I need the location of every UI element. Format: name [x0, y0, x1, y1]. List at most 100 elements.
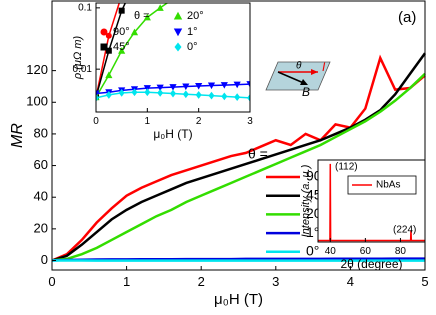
- y-axis-label: ρ (μΩ m): [72, 36, 84, 81]
- x-tick-label: 1: [145, 116, 151, 127]
- peak-label: (224): [393, 225, 416, 236]
- marker: [143, 13, 151, 21]
- series-line: [51, 72, 426, 262]
- legend-box: [347, 175, 417, 195]
- y-tick-label: 80: [34, 125, 48, 140]
- x-tick-label: 80: [395, 246, 407, 257]
- x-tick-label: 0: [93, 116, 99, 127]
- peak-label: (112): [335, 162, 358, 173]
- marker: [96, 90, 100, 98]
- marker: [182, 90, 189, 99]
- marker: [130, 28, 139, 36]
- panel-label: (a): [398, 9, 416, 26]
- y-axis-label: MR: [9, 123, 26, 148]
- legend-label: 1°: [187, 26, 198, 38]
- marker: [170, 89, 176, 98]
- marker: [118, 88, 125, 97]
- marker: [156, 4, 164, 11]
- axes-frame: [95, 2, 251, 113]
- theta-label: θ: [296, 61, 302, 72]
- arrow-head: [300, 79, 308, 85]
- x-tick-label: 3: [272, 274, 279, 289]
- legend-label: 0°: [306, 243, 319, 259]
- marker: [247, 93, 250, 102]
- marker: [233, 81, 241, 89]
- series-line: [51, 257, 425, 262]
- legend-marker: [173, 11, 183, 20]
- y-tick-label: 0.1: [78, 2, 92, 13]
- series-line: [318, 163, 425, 242]
- y-tick-label: 120: [26, 62, 48, 77]
- arrow-head: [311, 69, 318, 75]
- marker: [131, 88, 138, 97]
- marker: [96, 93, 99, 102]
- x-tick-label: 0: [48, 274, 55, 289]
- marker: [156, 84, 164, 92]
- y-tick-label: 20: [34, 220, 48, 235]
- marker: [220, 82, 228, 89]
- plot-area: [96, 3, 250, 102]
- marker: [195, 91, 202, 99]
- marker: [182, 83, 190, 91]
- series-line: [51, 52, 427, 262]
- chart: 0 1 2 3 0.01 0.1 μ₀H (T) ρ (μΩ m) θ = 90° 45° 20° 1°…: [72, 2, 253, 141]
- x-tick-label: 2: [196, 116, 202, 127]
- plot-area: [51, 52, 427, 262]
- marker: [105, 32, 112, 39]
- marker: [157, 88, 164, 97]
- legend-label: 90°: [113, 26, 130, 38]
- marker: [105, 71, 113, 79]
- legend-label: 45°: [113, 41, 130, 53]
- marker: [234, 93, 241, 102]
- x-axis-label: μ₀H (T): [153, 127, 192, 141]
- legend-title: θ =: [134, 10, 150, 22]
- plot-area: [318, 163, 425, 242]
- y-tick-label: 0: [41, 252, 48, 267]
- marker: [221, 92, 228, 101]
- y-tick-label: 100: [26, 94, 48, 109]
- marker: [195, 83, 203, 90]
- x-tick-label: 2: [198, 274, 205, 289]
- field-arrow: [277, 71, 307, 85]
- x-tick-label: 5: [421, 274, 428, 289]
- marker: [118, 7, 125, 14]
- x-tick-label: 1: [123, 274, 130, 289]
- legend-marker: [173, 28, 183, 37]
- legend-title: θ =: [248, 146, 268, 162]
- legend-marker: [174, 42, 182, 52]
- axes-frame: [317, 159, 426, 243]
- x-tick-label: 4: [347, 274, 354, 289]
- legend-label: 0°: [187, 41, 198, 53]
- field-label: B: [302, 85, 310, 99]
- y-tick-label: 0.01: [73, 64, 93, 75]
- marker: [105, 47, 112, 54]
- legend-label: 20°: [187, 10, 204, 22]
- current-label: I: [322, 60, 326, 74]
- marker: [169, 84, 177, 91]
- marker: [207, 82, 216, 90]
- x-axis-label: μ₀H (T): [214, 291, 263, 308]
- x-tick-label: 40: [325, 246, 337, 257]
- x-axis-label: 2θ (degree): [340, 257, 402, 271]
- x-tick-label: 60: [360, 246, 372, 257]
- marker: [144, 88, 151, 97]
- y-axis-label: Intensity (a. u.): [300, 164, 312, 237]
- marker: [105, 91, 112, 99]
- sample: [265, 61, 331, 91]
- marker: [208, 91, 215, 100]
- y-tick-label: 60: [34, 157, 48, 172]
- legend-label: 1°: [306, 224, 319, 240]
- axes-frame: [51, 0, 426, 271]
- series-line: [51, 54, 426, 262]
- inset-background: [318, 160, 425, 242]
- x-tick-label: 3: [247, 116, 253, 127]
- legend-label: NbAs: [376, 180, 400, 191]
- legend-marker: [100, 28, 108, 36]
- y-tick-label: 40: [34, 189, 48, 204]
- marker: [118, 47, 126, 54]
- marker: [246, 81, 250, 88]
- sample-diagram: θ I B: [265, 60, 331, 99]
